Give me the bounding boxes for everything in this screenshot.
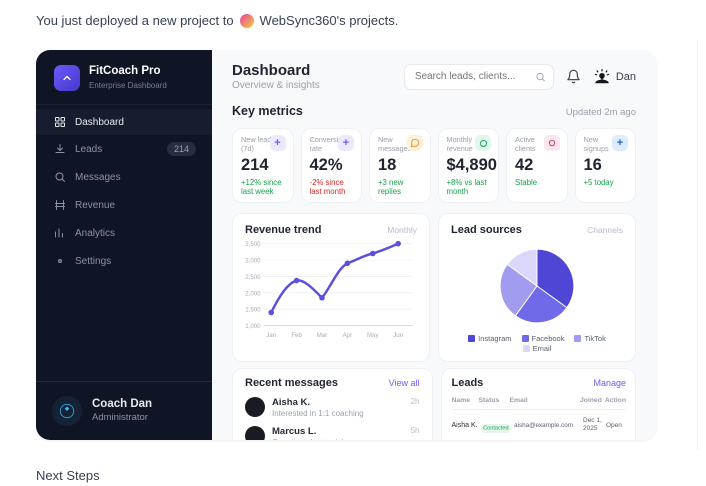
svg-text:Apr: Apr — [343, 332, 353, 339]
svg-text:Mar: Mar — [317, 332, 328, 339]
svg-text:Feb: Feb — [291, 332, 302, 339]
svg-text:May: May — [367, 332, 380, 339]
svg-text:3,000: 3,000 — [245, 258, 261, 265]
svg-text:Jun: Jun — [393, 332, 403, 339]
svg-text:2,500: 2,500 — [245, 274, 261, 281]
svg-text:1,000: 1,000 — [245, 323, 261, 330]
svg-text:Jan: Jan — [266, 332, 276, 339]
svg-text:3,500: 3,500 — [245, 241, 261, 248]
svg-text:2,000: 2,000 — [245, 290, 261, 297]
svg-text:1,500: 1,500 — [245, 307, 261, 314]
